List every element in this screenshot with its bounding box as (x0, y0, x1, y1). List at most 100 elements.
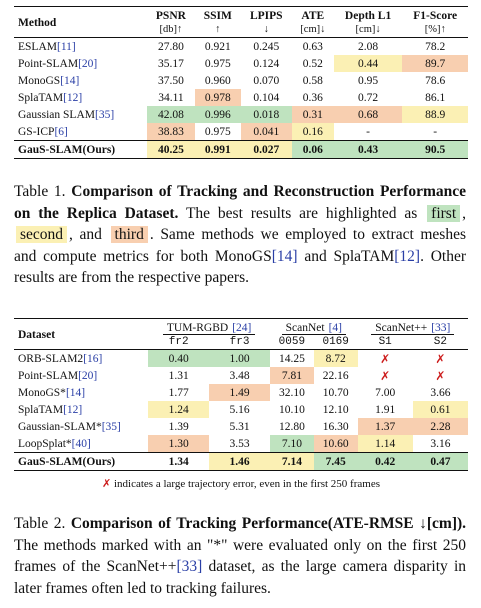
col-depth: Depth L1 (333, 6, 403, 23)
seq-s2: S2 (412, 335, 468, 350)
cell: 7.81 (269, 367, 314, 384)
cell: 0.47 (412, 452, 468, 471)
cell-ate: 0.36 (302, 91, 323, 104)
col-dataset: Dataset (14, 318, 149, 350)
table-row: LoopSplat*[40] 1.30 3.53 7.10 10.60 1.14… (14, 435, 468, 453)
fail-mark: ✗ (380, 351, 391, 366)
table-1-caption: Table 1. Comparison of Tracking and Reco… (14, 183, 467, 286)
cell-f1: 86.1 (425, 91, 446, 104)
cell-lpips: 0.027 (240, 140, 292, 159)
cell-ate: 0.06 (291, 140, 334, 159)
col-psnr: PSNR (146, 6, 195, 23)
group-tum: TUM-RGBD [24] (148, 318, 270, 335)
method-name: ORB-SLAM2[16] (18, 352, 103, 365)
cell-psnr: 34.11 (158, 91, 184, 104)
cell: 1.34 (148, 452, 210, 471)
method-name: Gaussian SLAM[35] (18, 108, 115, 121)
cell-depth: 0.72 (358, 91, 379, 104)
table-row: Point-SLAM[20] 1.31 3.48 7.81 22.16 ✗ ✗ (14, 367, 468, 384)
cell: 5.16 (229, 403, 250, 416)
citation-link[interactable]: [33] (176, 558, 203, 575)
citation-link[interactable]: [12] (394, 247, 421, 265)
table-row: MonoGS*[14] 1.77 1.49 32.10 10.70 7.00 3… (14, 384, 468, 401)
seq-fr3: fr3 (209, 335, 270, 350)
cell: 1.91 (375, 403, 396, 416)
cell-ssim: 0.991 (194, 140, 241, 159)
cell: 10.10 (278, 403, 305, 416)
cell-depth: 0.44 (333, 55, 403, 72)
cell: 32.10 (278, 386, 305, 399)
method-name: GS-ICP[6] (18, 125, 68, 138)
cell-depth: - (366, 125, 370, 138)
cell-f1: 78.2 (425, 40, 446, 53)
cell-ate: 0.31 (291, 106, 334, 123)
cell-lpips: 0.070 (253, 74, 280, 87)
cell-psnr: 38.83 (146, 123, 195, 141)
method-name: Point-SLAM[20] (18, 369, 98, 382)
table-2-caption: Table 2. Comparison of Tracking Performa… (14, 515, 467, 597)
cell: 12.80 (278, 420, 305, 433)
table-row: Gaussian SLAM[35] 42.08 0.996 0.018 0.31… (14, 106, 468, 123)
cell: 1.37 (357, 418, 413, 435)
cell: 12.10 (322, 403, 349, 416)
method-name: ESLAM[11] (18, 40, 76, 53)
cell-ate: 0.63 (302, 40, 323, 53)
table-row-ours: GauS-SLAM(Ours) 40.25 0.991 0.027 0.06 0… (14, 140, 468, 159)
unit-lpips: ↓ (240, 23, 292, 38)
caption-label: Table 2. (14, 515, 66, 532)
cell-psnr: 42.08 (146, 106, 195, 123)
table-row: SplaTAM[12] 34.11 0.978 0.104 0.36 0.72 … (14, 89, 468, 106)
cell-psnr: 27.80 (157, 40, 184, 53)
caption-title: Comparison of Tracking Performance(ATE-R… (70, 515, 467, 532)
cell-psnr: 40.25 (146, 140, 195, 159)
cell-f1: 88.9 (402, 106, 468, 123)
table-1: Method PSNR SSIM LPIPS ATE Depth L1 F1-S… (14, 6, 468, 159)
cell-lpips: 0.041 (240, 123, 292, 141)
cell: 3.16 (430, 437, 451, 450)
cell: 1.24 (148, 401, 210, 418)
cell: 7.45 (313, 452, 358, 471)
cell-f1: - (433, 125, 438, 138)
group-scannetpp: ScanNet++ [33] (357, 318, 468, 335)
caption-label: Table 1. (14, 183, 66, 200)
cell-depth: 2.08 (358, 40, 379, 53)
col-f1: F1-Score (402, 6, 468, 23)
cell: 3.53 (229, 437, 250, 450)
cell: 1.31 (168, 369, 189, 382)
cell: 22.16 (322, 369, 349, 382)
cell: 10.60 (313, 435, 358, 453)
legend-third: third (110, 226, 148, 243)
cell: 7.14 (269, 452, 314, 471)
method-name: MonoGS*[14] (18, 386, 86, 399)
cell: 5.31 (229, 420, 250, 433)
cell: 1.14 (357, 435, 413, 453)
cross-icon: ✗ (102, 477, 112, 490)
cell: 3.48 (229, 369, 250, 382)
cell: 1.39 (168, 420, 189, 433)
unit-psnr: [db]↑ (146, 23, 195, 38)
cell-lpips: 0.104 (253, 91, 280, 104)
cell: 0.40 (148, 349, 210, 367)
cell-psnr: 35.17 (157, 57, 184, 70)
table-row-ours: GauS-SLAM(Ours) 1.34 1.46 7.14 7.45 0.42… (14, 452, 468, 471)
col-lpips: LPIPS (240, 6, 292, 23)
table-row: MonoGS[14] 37.50 0.960 0.070 0.58 0.95 7… (14, 72, 468, 89)
method-name: SplaTAM[12] (18, 403, 83, 416)
table-2-subheader: fr2 fr3 0059 0169 S1 S2 (14, 335, 468, 350)
seq-fr2: fr2 (148, 335, 210, 350)
unit-ssim: ↑ (194, 23, 241, 38)
col-ssim: SSIM (194, 6, 241, 23)
table-row: Gaussian-SLAM*[35] 1.39 5.31 12.80 16.30… (14, 418, 468, 435)
cell-ssim: 0.978 (194, 89, 241, 106)
cell: 1.00 (209, 349, 270, 367)
cell-f1: 89.7 (402, 55, 468, 72)
cell: 2.28 (412, 418, 468, 435)
citation-link[interactable]: [14] (271, 247, 298, 265)
cell: 7.00 (375, 386, 396, 399)
table-row: ESLAM[11] 27.80 0.921 0.245 0.63 2.08 78… (14, 38, 468, 56)
cell-depth: 0.43 (333, 140, 403, 159)
cell-lpips: 0.124 (253, 57, 280, 70)
cell: 1.77 (168, 386, 189, 399)
cell-ssim: 0.960 (204, 74, 231, 87)
